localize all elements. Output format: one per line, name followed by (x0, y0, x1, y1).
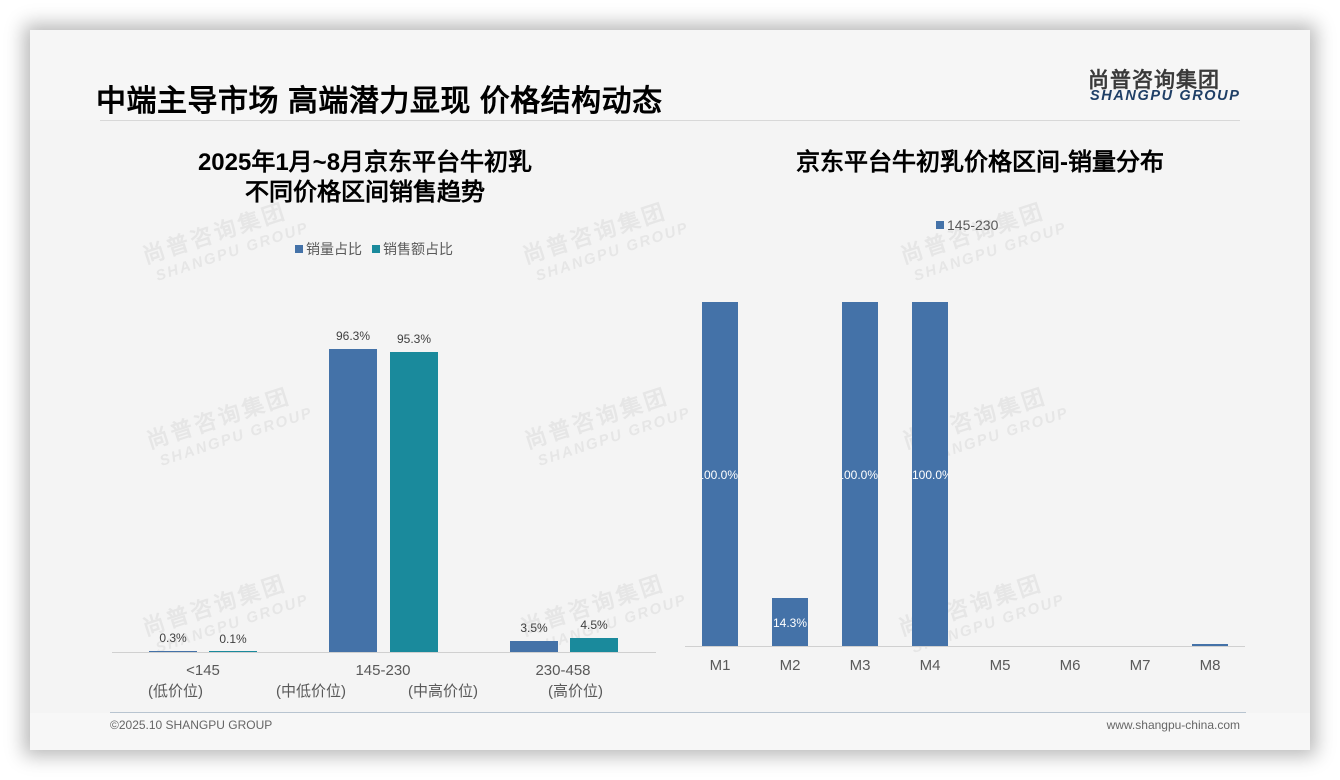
value-label: 100.0% (842, 468, 878, 482)
right-chart-title: 京东平台牛初乳价格区间-销量分布 (796, 149, 1164, 176)
footer-divider (110, 712, 1246, 713)
bar-m2 (772, 598, 808, 646)
logo-en: SHANGPU GROUP (1090, 88, 1241, 104)
legend-item-revenue: 销售额占比 (372, 239, 453, 259)
category-label: M7 (1129, 657, 1151, 674)
category-sublabel: (高价位) (548, 683, 603, 700)
category-label: M8 (1199, 657, 1221, 674)
category-label: M1 (709, 657, 731, 674)
footer-band (30, 713, 1310, 750)
value-label: 100.0% (912, 468, 948, 482)
bar-high-revenue (570, 638, 618, 652)
category-label: M6 (1059, 657, 1081, 674)
value-label: 95.3% (396, 332, 432, 346)
page-title: 中端主导市场 高端潜力显现 价格结构动态 (96, 85, 663, 118)
legend-swatch (372, 245, 380, 253)
bar-m1 (702, 302, 738, 646)
watermark: 尚普咨询集团 SHANGPU GROUP (143, 383, 316, 470)
category-sublabel: (低价位) (148, 683, 203, 700)
copyright-text: ©2025.10 SHANGPU GROUP (110, 718, 273, 732)
bar-low-volume (149, 651, 197, 652)
value-label: 100.0% (702, 468, 738, 482)
value-label: 0.3% (159, 631, 187, 645)
slide: 中端主导市场 高端潜力显现 价格结构动态 尚普咨询集团 SHANGPU GROU… (30, 30, 1310, 750)
bar-mid-revenue (390, 352, 438, 652)
bar-m3 (842, 302, 878, 646)
watermark: 尚普咨询集团 SHANGPU GROUP (897, 198, 1070, 285)
title-divider (100, 120, 1240, 121)
left-chart-title: 2025年1月~8月京东平台牛初乳 不同价格区间销售趋势 (197, 149, 533, 206)
category-sublabel: (中高价位) (408, 683, 478, 700)
left-x-axis (112, 652, 656, 653)
bar-low-revenue (209, 651, 257, 652)
legend-swatch (936, 221, 944, 229)
website-link[interactable]: www.shangpu-china.com (1106, 718, 1240, 732)
value-label: 3.5% (520, 621, 548, 635)
value-label: 0.1% (219, 632, 247, 646)
bar-high-volume (510, 641, 558, 652)
value-label: 14.3% (772, 616, 808, 630)
logo-cn: 尚普咨询集团 (1088, 69, 1220, 92)
value-label: 4.5% (580, 618, 608, 632)
bar-m8 (1192, 644, 1228, 646)
legend-item-145-230: 145-230 (936, 217, 998, 233)
value-label: 96.3% (335, 329, 371, 343)
category-label: 145-230 (355, 662, 411, 679)
bar-mid-volume (329, 349, 377, 652)
category-label: M2 (779, 657, 801, 674)
category-sublabel: (中低价位) (276, 683, 346, 700)
legend-item-volume: 销量占比 (295, 239, 362, 259)
header-band (30, 30, 1310, 120)
legend-swatch (295, 245, 303, 253)
category-label: <145 (186, 662, 220, 679)
category-label: M4 (919, 657, 941, 674)
bar-m4 (912, 302, 948, 646)
right-chart-legend: 145-230 (936, 217, 1008, 233)
left-chart-legend: 销量占比 销售额占比 (295, 239, 463, 259)
category-label: 230-458 (535, 662, 591, 679)
right-x-axis (685, 646, 1245, 647)
category-label: M5 (989, 657, 1011, 674)
category-label: M3 (849, 657, 871, 674)
watermark: 尚普咨询集团 SHANGPU GROUP (521, 383, 694, 470)
